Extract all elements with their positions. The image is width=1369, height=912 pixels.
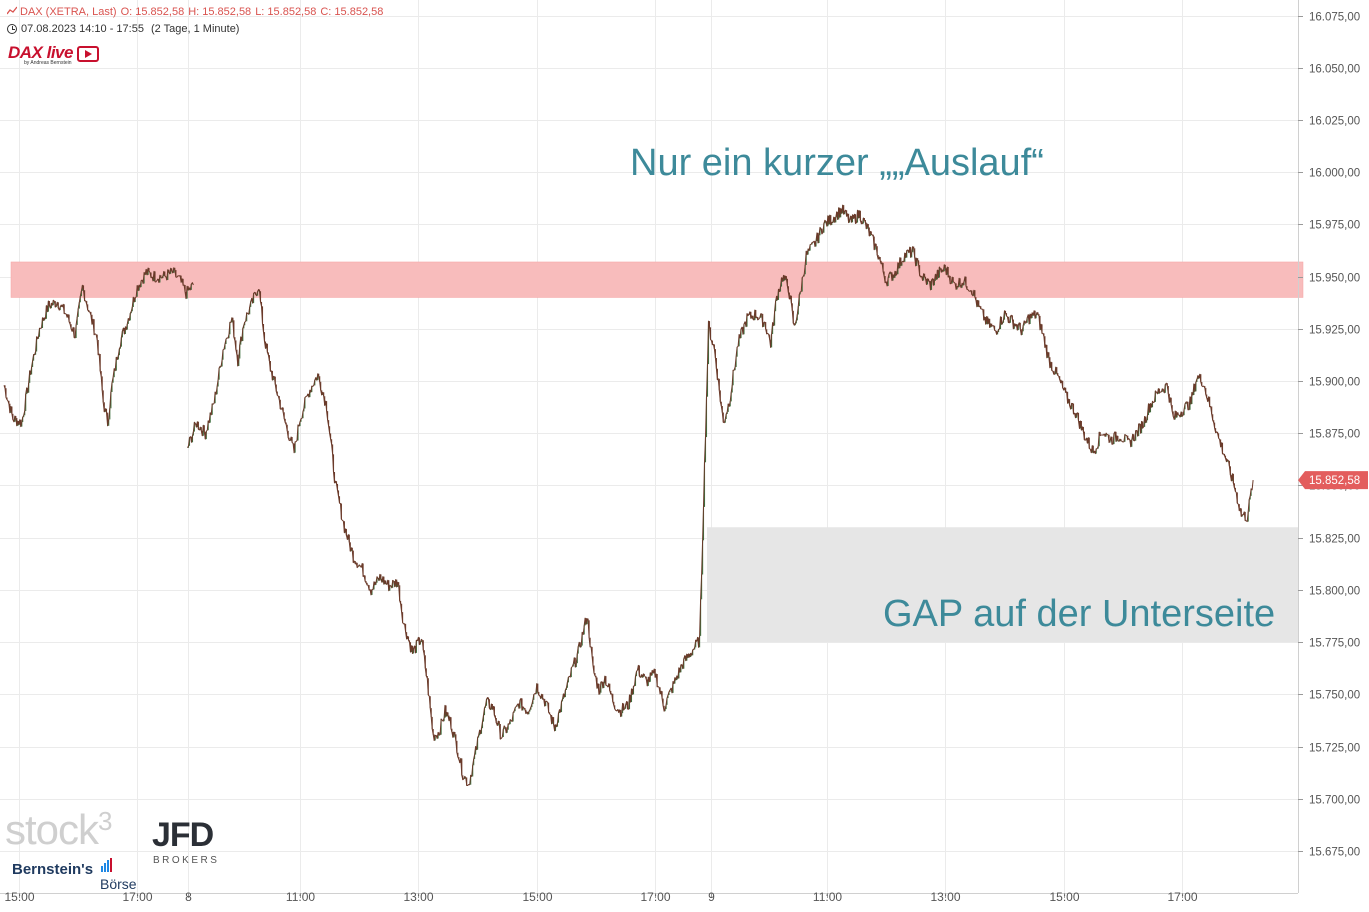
y-tick-label: 16.050,00 xyxy=(1309,64,1360,76)
price-series xyxy=(3,204,1254,786)
boerse-logo-text: Börse xyxy=(100,876,137,892)
y-tick-label: 15.775,00 xyxy=(1309,638,1360,650)
y-tick-label: 15.975,00 xyxy=(1309,220,1360,232)
y-tick-label: 15.750,00 xyxy=(1309,690,1360,702)
x-tick-label: 15:00 xyxy=(522,890,552,904)
open-value: O: 15.852,58 xyxy=(120,6,185,18)
last-price-tag: 15.852,58 xyxy=(1298,471,1368,490)
price-line-session-1 xyxy=(3,267,194,428)
x-tick-label: 17:00 xyxy=(122,890,152,904)
last-price-label: 15.852,58 xyxy=(1309,475,1360,487)
stock3-logo: stock3 xyxy=(5,806,113,853)
x-tick-label: 17:00 xyxy=(640,890,670,904)
resistance-zone xyxy=(10,261,1304,298)
y-tick-label: 15.675,00 xyxy=(1309,847,1360,859)
x-tick-label: 15:00 xyxy=(1049,890,1079,904)
x-tick-label: 11:00 xyxy=(813,890,842,904)
last-price-tag-shape xyxy=(1298,471,1368,490)
y-tick-label: 16.025,00 xyxy=(1309,116,1360,128)
gap-zone xyxy=(707,527,1299,643)
jfd-logo: JFD xyxy=(152,816,214,854)
x-tick-label: 17:00 xyxy=(1167,890,1197,904)
symbol-label: DAX (XETRA, Last) xyxy=(20,6,117,18)
chart-header-ohlc: DAX (XETRA, Last) O: 15.852,58 H: 15.852,5… xyxy=(6,6,387,18)
dax-live-subtitle: by Andreas Bernstein xyxy=(24,60,72,66)
line-chart-icon xyxy=(6,6,18,15)
bernsteins-logo: Bernstein's xyxy=(12,861,94,878)
grid xyxy=(0,0,1298,893)
x-axis: 15:00 17:00 8 11:00 13:00 15:00 17:00 9 11:00 13:… xyxy=(4,890,1197,904)
low-value: L: 15.852,58 xyxy=(255,6,317,18)
y-tick-label: 15.725,00 xyxy=(1309,743,1360,755)
jfd-brokers-text: BROKERS xyxy=(153,855,220,866)
x-tick-label: 13:00 xyxy=(930,890,960,904)
y-tick-label: 15.700,00 xyxy=(1309,795,1360,807)
y-tick-label: 16.075,00 xyxy=(1309,12,1360,24)
zones xyxy=(10,261,1304,643)
dax-live-text: DAX live xyxy=(8,43,73,62)
resistance-annotation: Nur ein kurzer „„Auslauf“ xyxy=(630,142,1044,184)
y-tick-label: 15.925,00 xyxy=(1309,325,1360,337)
chart-header-period: 07.08.2023 14:10 - 17:55 (2 Tage, 1 Minu… xyxy=(7,23,243,35)
price-line-session-2 xyxy=(187,204,1254,786)
y-tick-label: 15.900,00 xyxy=(1309,377,1360,389)
range-label: (2 Tage, 1 Minute) xyxy=(151,23,240,35)
period-label: 07.08.2023 14:10 - 17:55 xyxy=(21,23,144,35)
y-tick-label: 15.825,00 xyxy=(1309,534,1360,546)
x-tick-label: 13:00 xyxy=(403,890,433,904)
y-tick-label: 15.950,00 xyxy=(1309,273,1360,285)
clock-icon xyxy=(7,24,17,34)
y-axis: 16.075,00 16.050,00 16.025,00 16.000,00 15.9… xyxy=(0,0,1360,894)
y-tick-label: 16.000,00 xyxy=(1309,168,1360,180)
x-tick-label: 15:00 xyxy=(4,890,34,904)
y-tick-label: 15.800,00 xyxy=(1309,586,1360,598)
y-tick-label: 15.875,00 xyxy=(1309,429,1360,441)
high-value: H: 15.852,58 xyxy=(188,6,252,18)
x-tick-label: 11:00 xyxy=(286,890,315,904)
x-tick-label: 9 xyxy=(708,890,715,904)
dax-live-logo: DAX live by Andreas Bernstein xyxy=(8,44,99,66)
bar-chart-icon xyxy=(101,858,112,872)
close-value: C: 15.852,58 xyxy=(320,6,384,18)
gap-annotation: GAP auf der Unterseite xyxy=(883,593,1275,635)
x-tick-label: 8 xyxy=(185,890,192,904)
play-icon xyxy=(76,46,99,62)
